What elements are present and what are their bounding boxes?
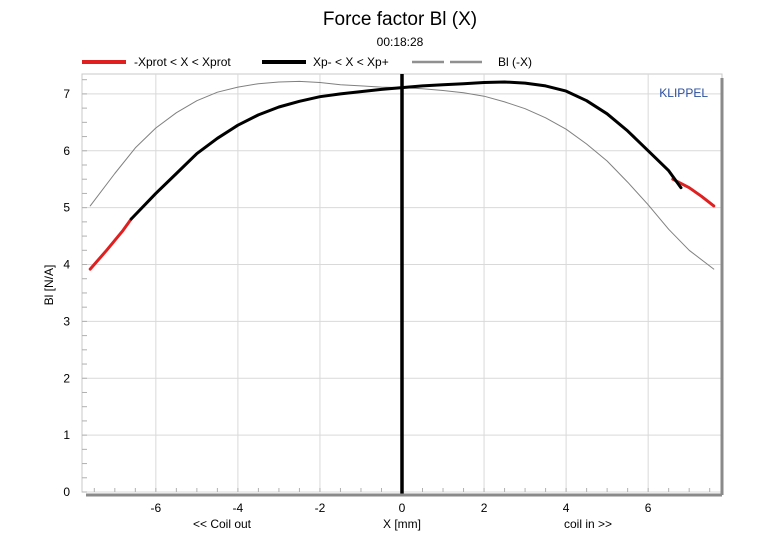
- x-axis-label-left: << Coil out: [193, 517, 252, 531]
- series-line-0: [88, 217, 133, 271]
- series-line-1: [129, 80, 683, 221]
- legend-label-xprot: -Xprot < X < Xprot: [134, 55, 231, 69]
- x-tick-label: -2: [315, 501, 326, 515]
- chart-title: Force factor Bl (X): [323, 9, 477, 30]
- y-tick-label: 0: [63, 485, 70, 499]
- x-tick-label: -6: [151, 501, 162, 515]
- x-tick-label: -4: [233, 501, 244, 515]
- x-tick-label: 0: [399, 501, 406, 515]
- y-tick-label: 6: [63, 144, 70, 158]
- y-tick-label: 2: [63, 371, 70, 385]
- y-tick-label: 5: [63, 201, 70, 215]
- y-tick-label: 3: [63, 314, 70, 328]
- y-tick-label: 7: [63, 87, 70, 101]
- x-tick-labels: -6 -4 -2 0 2 4 6: [151, 501, 652, 515]
- x-tick-label: 4: [563, 501, 570, 515]
- y-tick-label: 1: [63, 428, 70, 442]
- plot-area: -6 -4 -2 0 2 4 6 0 1 2 3 4 5 6 7: [63, 73, 724, 515]
- minor-ticks: [82, 79, 711, 493]
- x-tick-label: 2: [481, 501, 488, 515]
- chart-subtitle: 00:18:28: [377, 35, 424, 49]
- series-line-2: [671, 177, 716, 208]
- legend-label-mirror: Bl (-X): [498, 55, 532, 69]
- x-axis-label: X [mm]: [383, 517, 421, 531]
- y-axis-label: Bl [N/A]: [42, 265, 56, 306]
- legend-label-xp: Xp- < X < Xp+: [313, 55, 389, 69]
- klippel-watermark: KLIPPEL: [659, 86, 708, 100]
- x-tick-label: 6: [645, 501, 652, 515]
- y-tick-label: 4: [63, 258, 70, 272]
- x-axis-label-right: coil in >>: [564, 517, 612, 531]
- y-tick-labels: 0 1 2 3 4 5 6 7: [63, 87, 70, 499]
- legend: -Xprot < X < Xprot Xp- < X < Xp+ Bl (-X): [82, 55, 532, 69]
